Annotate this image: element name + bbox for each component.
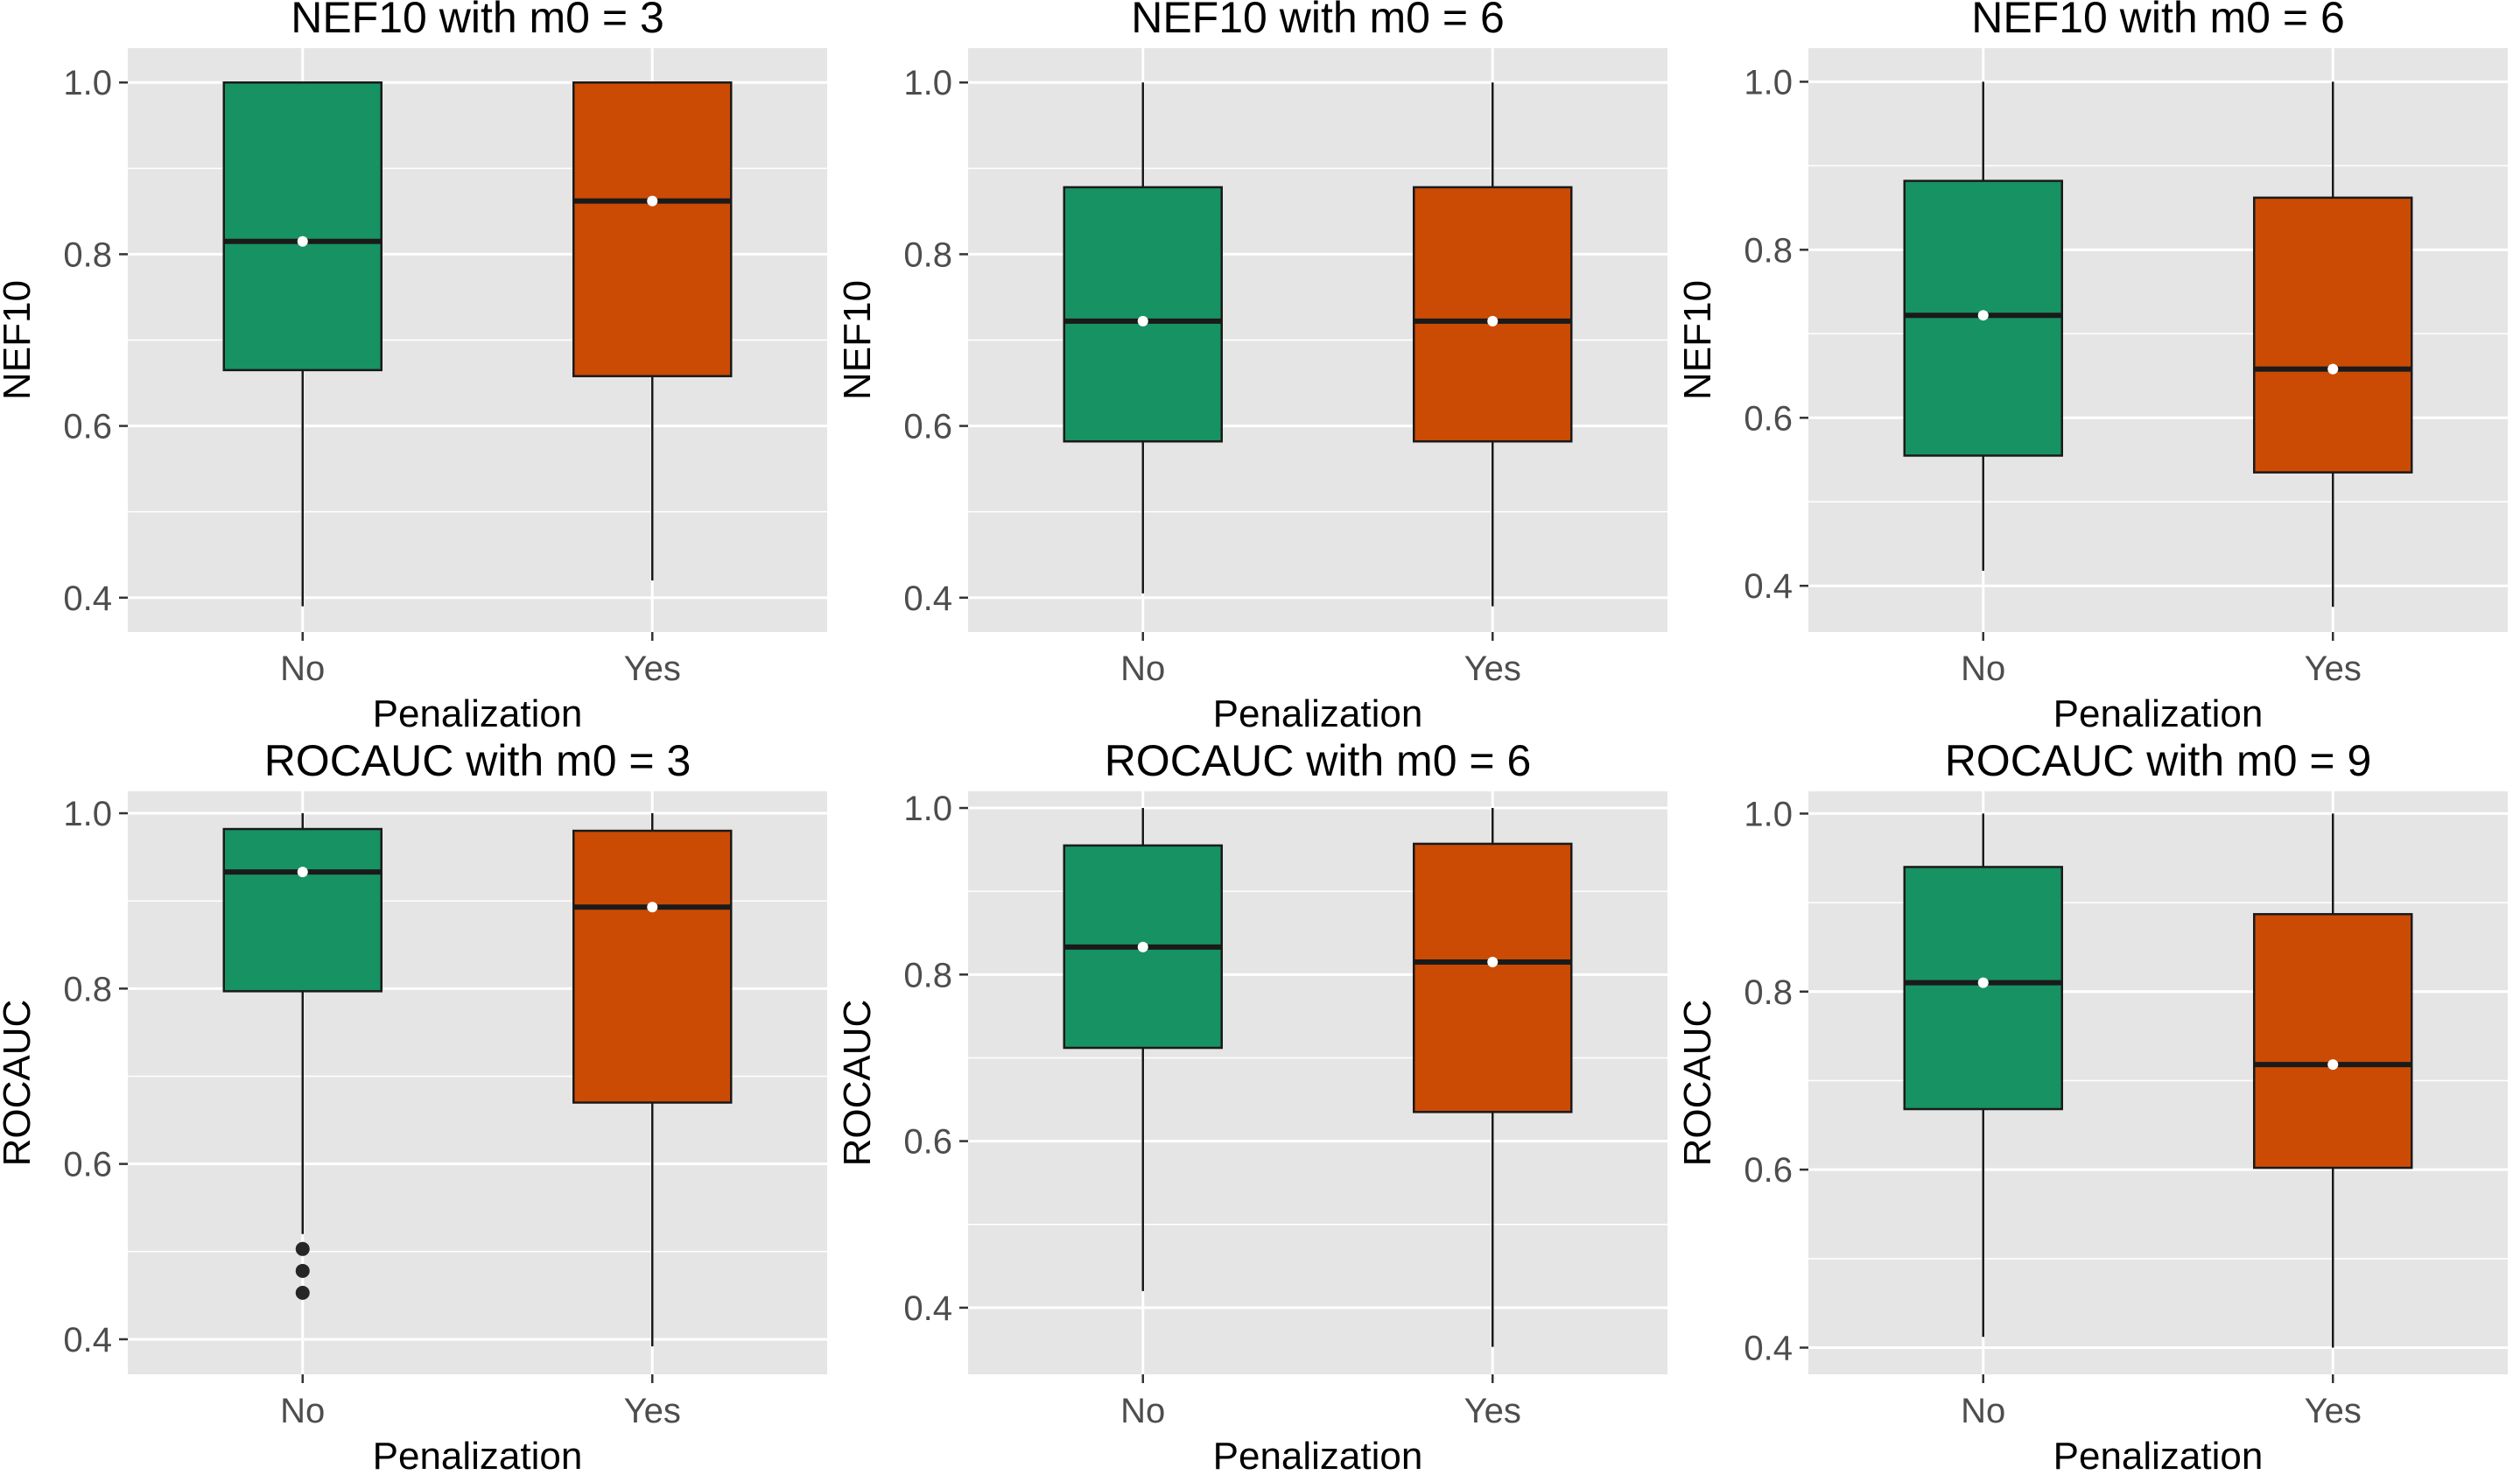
chart-panel: 0.4 0.6 0.8 1.0 No Yes ROCAUC with m0 = 3 Penal… <box>0 736 827 1478</box>
y-axis-label: ROCAUC <box>0 1000 39 1167</box>
box-iqr <box>572 829 733 1104</box>
y-tick-label: 0.8 <box>903 235 952 274</box>
y-tick-label: 1.0 <box>903 790 952 828</box>
chart-panel: 0.4 0.6 0.8 1.0 No Yes NEF10 with m0 = 3 Penali… <box>0 0 827 735</box>
x-tick-label: Yes <box>624 650 681 688</box>
x-tick-label: No <box>1120 1392 1165 1430</box>
x-axis-label: Penalization <box>373 692 583 735</box>
outlier-point <box>295 1285 310 1300</box>
chart-panel: 0.4 0.6 0.8 1.0 No Yes ROCAUC with m0 = 6 Penal… <box>836 736 1667 1478</box>
y-tick-label: 0.4 <box>63 579 112 618</box>
y-tick-label: 0.6 <box>1744 399 1793 438</box>
mean-point <box>1137 315 1148 327</box>
y-tick-label: 0.8 <box>1744 973 1793 1012</box>
chart-title: ROCAUC with m0 = 3 <box>264 736 691 785</box>
y-tick-label: 1.0 <box>1744 63 1793 102</box>
mean-point <box>2327 363 2339 375</box>
y-tick-label: 0.8 <box>63 235 112 274</box>
mean-point <box>1487 957 1499 968</box>
y-tick-label: 0.6 <box>63 408 112 446</box>
x-tick-label: Yes <box>2305 650 2362 688</box>
x-tick-label: No <box>280 650 325 688</box>
mean-point <box>297 235 308 247</box>
y-axis-label: NEF10 <box>836 280 879 400</box>
x-tick-label: Yes <box>624 1392 681 1430</box>
x-tick-label: No <box>1961 650 2005 688</box>
y-tick-label: 0.6 <box>903 408 952 446</box>
y-axis-label: NEF10 <box>0 280 39 400</box>
mean-point <box>647 902 658 913</box>
box-iqr <box>1063 186 1223 443</box>
y-tick-label: 1.0 <box>63 64 112 102</box>
y-tick-label: 0.8 <box>1744 231 1793 270</box>
x-tick-label: No <box>280 1392 325 1430</box>
x-tick-label: No <box>1120 650 1165 688</box>
mean-point <box>1977 310 1989 321</box>
chart-title: ROCAUC with m0 = 9 <box>1945 736 2372 785</box>
chart-title: ROCAUC with m0 = 6 <box>1105 736 1532 785</box>
y-tick-label: 1.0 <box>63 795 112 833</box>
box-iqr <box>1413 186 1573 443</box>
y-tick-label: 0.6 <box>1744 1151 1793 1190</box>
box-iqr <box>572 81 733 377</box>
x-axis-label: Penalization <box>1213 1435 1423 1478</box>
chart-panel: 0.4 0.6 0.8 1.0 No Yes NEF10 with m0 = 6 Penali… <box>836 0 1667 735</box>
chart-panel: 0.4 0.6 0.8 1.0 No Yes NEF10 with m0 = 6 Penali… <box>1676 0 2508 735</box>
y-axis-label: NEF10 <box>1676 280 1719 400</box>
y-tick-label: 0.4 <box>903 1289 952 1328</box>
chart-title: NEF10 with m0 = 6 <box>1131 0 1505 42</box>
x-tick-label: Yes <box>1464 650 1521 688</box>
box-iqr <box>222 81 383 372</box>
outlier-point <box>295 1263 310 1278</box>
chart-title: NEF10 with m0 = 3 <box>291 0 664 42</box>
y-tick-label: 0.6 <box>903 1123 952 1162</box>
x-axis-label: Penalization <box>2053 692 2264 735</box>
y-tick-label: 1.0 <box>1744 795 1793 833</box>
x-axis-label: Penalization <box>1213 692 1423 735</box>
box-iqr <box>1413 842 1573 1113</box>
y-tick-label: 0.8 <box>903 956 952 994</box>
x-tick-label: No <box>1961 1392 2005 1430</box>
mean-point <box>1487 315 1499 327</box>
y-tick-label: 0.4 <box>1744 567 1793 606</box>
y-tick-label: 0.4 <box>903 579 952 618</box>
y-tick-label: 0.6 <box>63 1146 112 1184</box>
y-tick-label: 0.4 <box>1744 1329 1793 1367</box>
y-tick-label: 1.0 <box>903 64 952 102</box>
y-axis-label: ROCAUC <box>1676 1000 1719 1167</box>
y-tick-label: 0.4 <box>63 1321 112 1359</box>
x-tick-label: Yes <box>1464 1392 1521 1430</box>
x-axis-label: Penalization <box>373 1435 583 1478</box>
box-iqr <box>2253 913 2413 1169</box>
chart-title: NEF10 with m0 = 6 <box>1971 0 2345 42</box>
x-axis-label: Penalization <box>2053 1435 2264 1478</box>
outlier-point <box>295 1241 310 1256</box>
mean-point <box>2327 1059 2339 1071</box>
y-axis-label: ROCAUC <box>836 1000 879 1167</box>
chart-panel: 0.4 0.6 0.8 1.0 No Yes ROCAUC with m0 = 9 Penal… <box>1676 736 2508 1478</box>
mean-point <box>1137 941 1148 952</box>
box-iqr <box>222 827 383 993</box>
box-iqr <box>2253 196 2413 474</box>
mean-point <box>1977 977 1989 988</box>
mean-point <box>647 195 658 207</box>
y-tick-label: 0.8 <box>63 970 112 1008</box>
box-iqr <box>1903 866 2063 1111</box>
mean-point <box>297 867 308 878</box>
x-tick-label: Yes <box>2305 1392 2362 1430</box>
